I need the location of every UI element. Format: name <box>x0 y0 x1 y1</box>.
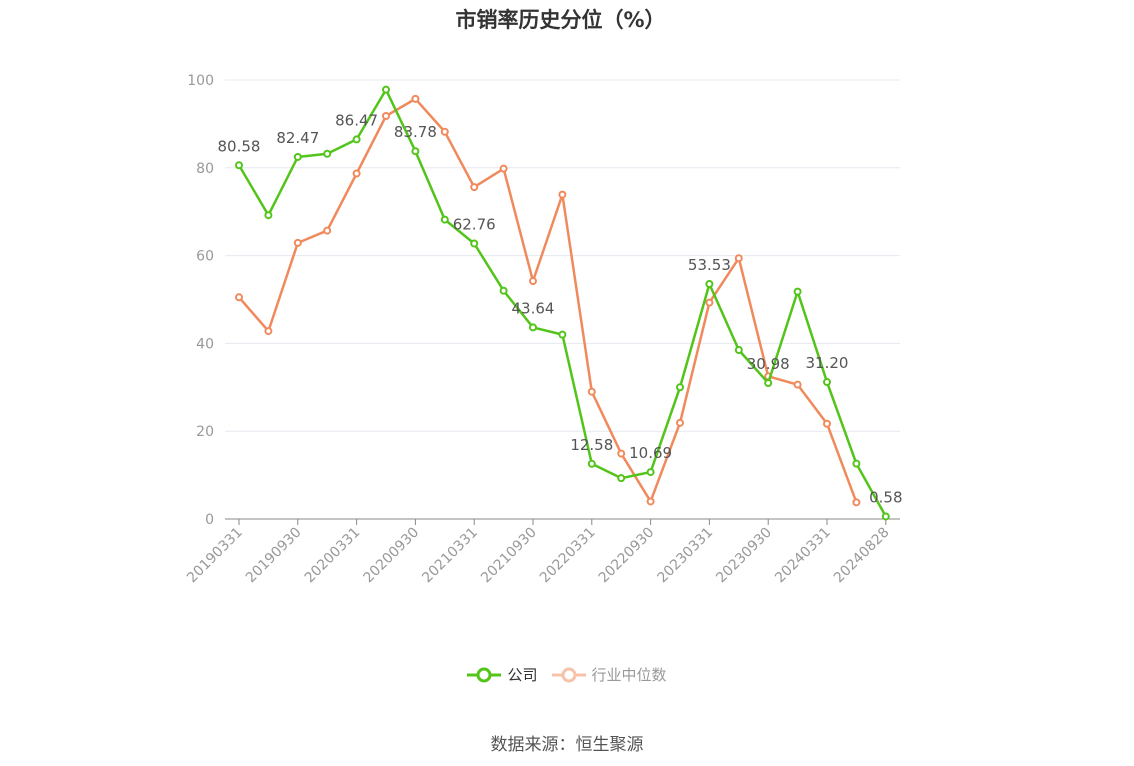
company-data-point <box>676 383 684 392</box>
company-data-point <box>411 147 420 156</box>
legend-label-company: 公司 <box>507 666 538 684</box>
company-data-point <box>529 323 537 332</box>
legend-company-marker-icon <box>467 667 502 682</box>
industry-data-point <box>411 94 420 103</box>
industry-data-point <box>382 111 390 120</box>
company-data-label: 86.47 <box>335 111 378 129</box>
line-chart: 0 20 40 60 80 100 2019033120190930202003312020… <box>184 73 902 587</box>
company-data-point <box>705 280 714 289</box>
company-data-label: 80.58 <box>218 137 261 155</box>
x-tick-label: 20240828 <box>831 525 893 587</box>
company-series-line <box>237 88 887 518</box>
industry-data-point <box>264 327 273 336</box>
industry-data-point <box>499 164 508 173</box>
company-data-label: 10.69 <box>629 444 672 462</box>
company-data-label: 30.98 <box>747 355 790 373</box>
legend-industry-marker-icon <box>551 667 586 682</box>
industry-data-point <box>617 449 626 458</box>
legend-label-industry: 行业中位数 <box>591 666 667 684</box>
industry-data-point <box>705 298 714 307</box>
industry-data-point <box>529 277 537 286</box>
y-tick-label: 100 <box>187 73 214 89</box>
company-data-point <box>764 378 773 387</box>
industry-data-point <box>558 190 567 199</box>
data-source-note: 数据来源：恒生聚源 <box>490 735 644 755</box>
industry-data-point <box>587 387 596 396</box>
company-data-label: 12.58 <box>570 436 613 454</box>
company-data-label: 0.58 <box>869 488 902 506</box>
y-tick-label: 60 <box>196 249 214 265</box>
company-data-point <box>617 474 626 483</box>
x-tick-label: 20230331 <box>655 525 717 587</box>
y-tick-label: 0 <box>205 512 214 528</box>
company-data-point <box>558 330 567 339</box>
x-tick-label: 20190331 <box>184 525 246 587</box>
x-tick-label: 20200331 <box>302 525 364 587</box>
industry-data-point <box>676 418 684 427</box>
industry-data-point <box>440 127 449 136</box>
company-data-label: 62.76 <box>453 215 496 233</box>
industry-data-point <box>852 498 861 507</box>
company-data-label: 82.47 <box>276 129 319 147</box>
industry-data-point <box>734 254 743 263</box>
industry-series-line <box>238 97 858 503</box>
chart-legend: 公司 行业中位数 <box>0 664 1134 685</box>
industry-data-point <box>470 183 479 192</box>
x-tick-label: 20200930 <box>361 525 423 587</box>
x-tick-label: 20210930 <box>478 525 540 587</box>
company-data-point <box>852 459 861 468</box>
company-data-label: 43.64 <box>512 299 555 317</box>
chart-title: 市销率历史分位（%） <box>455 8 666 32</box>
company-data-point <box>823 378 831 387</box>
company-data-point <box>646 468 655 477</box>
industry-data-point <box>793 380 802 389</box>
legend-item-company[interactable]: 公司 <box>467 664 538 685</box>
industry-data-point <box>823 419 831 428</box>
company-data-point <box>881 512 890 521</box>
company-data-point <box>382 85 390 94</box>
legend-item-industry[interactable]: 行业中位数 <box>551 664 667 685</box>
company-data-label: 53.53 <box>688 256 731 274</box>
x-tick-label: 20240331 <box>772 525 834 587</box>
y-tick-label: 40 <box>196 336 214 352</box>
company-data-point <box>499 286 508 295</box>
industry-data-point <box>293 238 302 247</box>
x-tick-label: 20220930 <box>596 525 658 587</box>
industry-data-point <box>235 293 243 302</box>
company-data-label: 31.20 <box>806 354 849 372</box>
x-tick-label: 20210331 <box>419 525 481 587</box>
industry-data-point <box>323 226 332 235</box>
y-tick-label: 80 <box>196 161 214 177</box>
company-data-point <box>352 135 361 144</box>
company-data-point <box>235 161 243 170</box>
industry-data-point <box>646 497 655 506</box>
x-tick-label: 20220331 <box>537 525 599 587</box>
company-data-point <box>323 149 332 158</box>
company-data-point <box>293 152 302 161</box>
x-tick-label: 20230930 <box>713 525 775 587</box>
company-data-point <box>264 211 273 220</box>
company-data-point <box>587 459 596 468</box>
company-data-point <box>470 239 479 248</box>
x-tick-label: 20190930 <box>243 525 305 587</box>
y-tick-label: 20 <box>196 424 214 440</box>
company-data-point <box>440 215 449 224</box>
company-data-label: 83.78 <box>394 123 437 141</box>
company-data-point <box>734 345 743 354</box>
industry-data-point <box>352 169 361 178</box>
company-data-point <box>793 287 802 296</box>
